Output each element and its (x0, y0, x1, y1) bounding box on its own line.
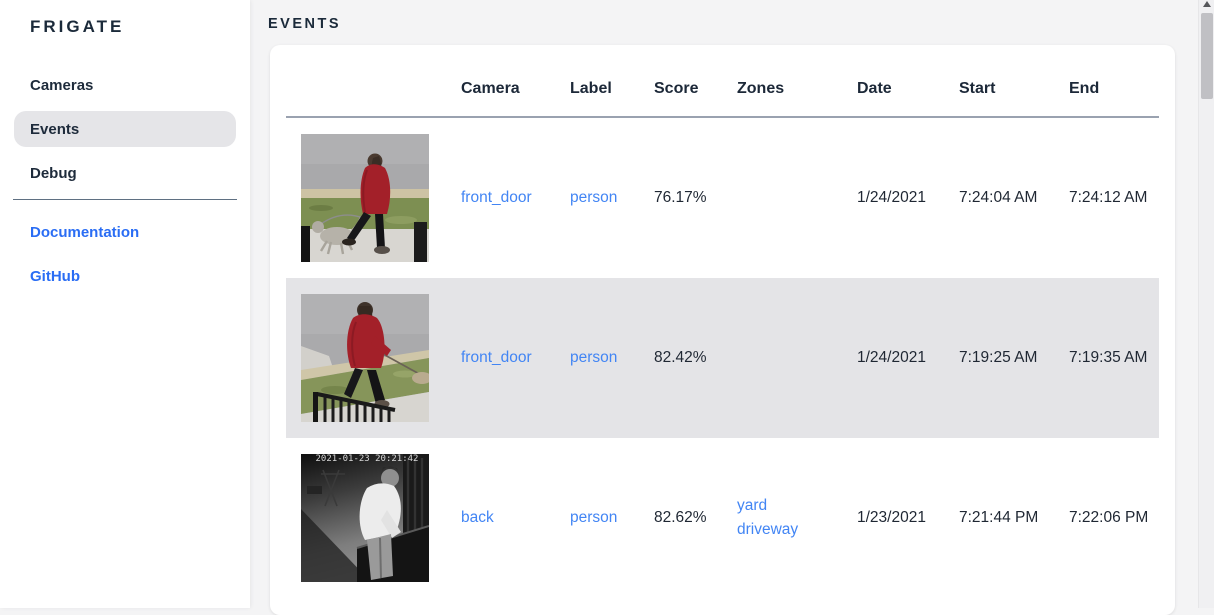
column-header-end: End (1054, 80, 1159, 116)
camera-link[interactable]: front_door (461, 189, 532, 206)
table-header-row: Camera Label Score Zones Date Start End (286, 45, 1159, 118)
end-value: 7:19:35 AM (1054, 349, 1159, 367)
column-header-zones: Zones (722, 80, 842, 116)
sidebar: FRIGATE Cameras Events Debug Documentati… (0, 0, 250, 608)
app-logo[interactable]: FRIGATE (0, 0, 250, 37)
sidebar-divider (13, 199, 237, 200)
score-value: 82.62% (639, 509, 722, 527)
sidebar-link-label: GitHub (30, 268, 80, 285)
column-header-score: Score (639, 80, 722, 116)
score-value: 76.17% (639, 189, 722, 207)
date-value: 1/24/2021 (842, 349, 944, 367)
sidebar-item-label: Debug (30, 165, 77, 182)
zone-link[interactable]: driveway (737, 518, 842, 542)
sidebar-nav: Cameras Events Debug Documentation GitHu… (0, 67, 250, 294)
camera-link[interactable]: back (461, 509, 494, 526)
event-thumbnail[interactable] (286, 278, 446, 438)
date-value: 1/24/2021 (842, 189, 944, 207)
zones-cell: yard driveway (722, 494, 842, 542)
event-thumbnail[interactable] (286, 118, 446, 278)
event-thumbnail-image: 2021-01-23 20:21:42 (301, 454, 429, 582)
label-link[interactable]: person (570, 189, 617, 206)
zone-link[interactable]: yard (737, 494, 842, 518)
event-thumbnail-image (301, 294, 429, 422)
start-value: 7:24:04 AM (944, 189, 1054, 207)
scroll-up-arrow-icon[interactable] (1203, 1, 1211, 7)
label-link[interactable]: person (570, 509, 617, 526)
sidebar-item-label: Events (30, 121, 79, 138)
vertical-scrollbar[interactable] (1198, 0, 1214, 608)
sidebar-item-cameras[interactable]: Cameras (14, 67, 236, 103)
thumbnail-timestamp: 2021-01-23 20:21:42 (316, 454, 419, 464)
page-title: EVENTS (268, 16, 1198, 32)
sidebar-link-documentation[interactable]: Documentation (14, 214, 236, 250)
sidebar-item-debug[interactable]: Debug (14, 155, 236, 191)
camera-link[interactable]: front_door (461, 349, 532, 366)
main-content: EVENTS Camera Label Score Zones Date Sta… (250, 0, 1198, 608)
scrollbar-thumb[interactable] (1201, 13, 1213, 99)
event-thumbnail[interactable]: 2021-01-23 20:21:42 (286, 438, 446, 598)
column-header-date: Date (842, 80, 944, 116)
column-header-start: Start (944, 80, 1054, 116)
events-table-card: Camera Label Score Zones Date Start End (270, 45, 1175, 615)
table-row[interactable]: front_door person 82.42% 1/24/2021 7:19:… (286, 278, 1159, 438)
sidebar-item-label: Cameras (30, 77, 93, 94)
column-header-label: Label (555, 80, 639, 116)
table-row[interactable]: front_door person 76.17% 1/24/2021 7:24:… (286, 118, 1159, 278)
sidebar-link-github[interactable]: GitHub (14, 258, 236, 294)
end-value: 7:24:12 AM (1054, 189, 1159, 207)
date-value: 1/23/2021 (842, 509, 944, 527)
event-thumbnail-image (301, 134, 429, 262)
label-link[interactable]: person (570, 349, 617, 366)
table-row[interactable]: 2021-01-23 20:21:42 back person 82.62% y… (286, 438, 1159, 598)
score-value: 82.42% (639, 349, 722, 367)
column-header-camera: Camera (446, 80, 555, 116)
column-header-thumbnail (286, 98, 446, 116)
sidebar-item-events[interactable]: Events (14, 111, 236, 147)
start-value: 7:21:44 PM (944, 509, 1054, 527)
start-value: 7:19:25 AM (944, 349, 1054, 367)
end-value: 7:22:06 PM (1054, 509, 1159, 527)
sidebar-link-label: Documentation (30, 224, 139, 241)
